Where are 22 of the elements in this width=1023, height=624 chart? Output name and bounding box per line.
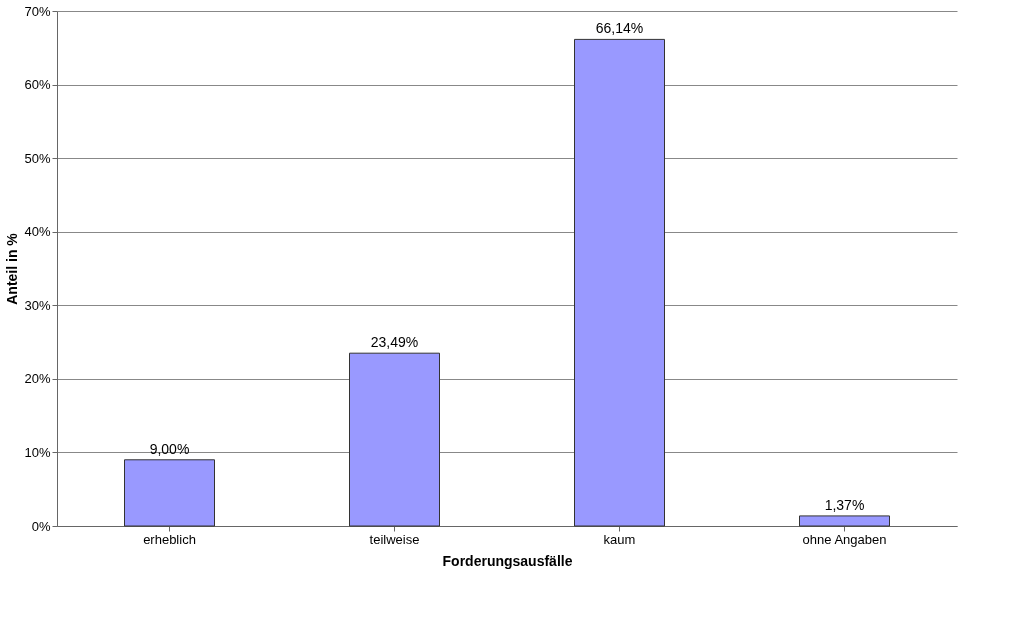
y-tick-label: 20% xyxy=(24,371,51,387)
x-tick-label: teilweise xyxy=(369,531,420,547)
x-tick-label: kaum xyxy=(603,531,636,547)
y-tick-label: 30% xyxy=(24,297,51,313)
y-tick-label: 40% xyxy=(24,224,51,240)
bar xyxy=(349,352,440,527)
y-tick-label: 50% xyxy=(24,150,51,166)
bar xyxy=(574,38,665,527)
y-tick-label: 70% xyxy=(24,3,51,19)
data-label: 66,14% xyxy=(595,20,644,37)
y-tick-label: 10% xyxy=(24,444,51,460)
data-label: 9,00% xyxy=(149,440,190,457)
y-tick-label: 0% xyxy=(31,518,51,534)
bar xyxy=(799,515,890,527)
bar xyxy=(124,459,215,527)
x-tick-label: ohne Angaben xyxy=(802,531,887,547)
data-label: 23,49% xyxy=(370,334,419,351)
x-tick-label: erheblich xyxy=(143,531,196,547)
y-axis-title: Anteil in % xyxy=(4,232,21,305)
x-axis-title: Forderungsausfälle xyxy=(442,552,573,569)
y-tick-label: 60% xyxy=(24,77,51,93)
data-label: 1,37% xyxy=(824,496,865,513)
